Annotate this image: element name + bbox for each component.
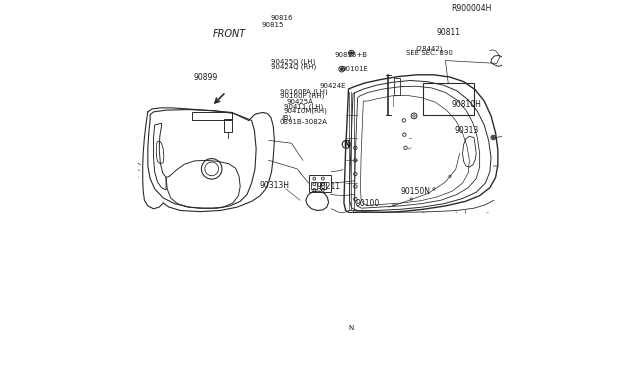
Text: 90899: 90899 xyxy=(193,73,218,81)
Text: 90424E: 90424E xyxy=(320,83,346,89)
Circle shape xyxy=(492,137,495,139)
Text: 90313H: 90313H xyxy=(260,181,290,190)
Text: 90815+B: 90815+B xyxy=(335,52,367,58)
Text: 90816: 90816 xyxy=(271,15,293,21)
Bar xyxy=(422,83,474,115)
Text: 90811: 90811 xyxy=(436,28,461,36)
Circle shape xyxy=(340,68,343,71)
Text: 90815: 90815 xyxy=(262,22,284,28)
Text: 90313: 90313 xyxy=(455,126,479,135)
Text: 90150N: 90150N xyxy=(400,187,430,196)
Text: 90410M(RH): 90410M(RH) xyxy=(284,108,328,114)
Text: R900004H: R900004H xyxy=(451,4,492,13)
Text: 90160PA (LH): 90160PA (LH) xyxy=(280,89,328,95)
Text: N: N xyxy=(348,325,353,331)
Text: (B): (B) xyxy=(282,114,292,121)
Text: 90810H: 90810H xyxy=(451,100,481,109)
Text: (28442): (28442) xyxy=(416,46,444,52)
Text: 90425Q (LH): 90425Q (LH) xyxy=(271,59,315,65)
Text: 90411 (LH): 90411 (LH) xyxy=(284,103,323,110)
Text: 90425A: 90425A xyxy=(287,99,314,105)
Text: FRONT: FRONT xyxy=(212,29,246,39)
Text: 90101E: 90101E xyxy=(342,65,369,71)
Text: 90211: 90211 xyxy=(316,182,340,191)
Text: 90160P (RH): 90160P (RH) xyxy=(280,93,324,99)
Text: N: N xyxy=(343,140,349,149)
Text: 0891B-3082A: 0891B-3082A xyxy=(279,119,327,125)
Circle shape xyxy=(350,52,353,55)
Text: SEE SEC. 890: SEE SEC. 890 xyxy=(406,50,453,56)
Text: 90100: 90100 xyxy=(355,199,380,208)
Text: 90424Q (RH): 90424Q (RH) xyxy=(271,63,316,70)
